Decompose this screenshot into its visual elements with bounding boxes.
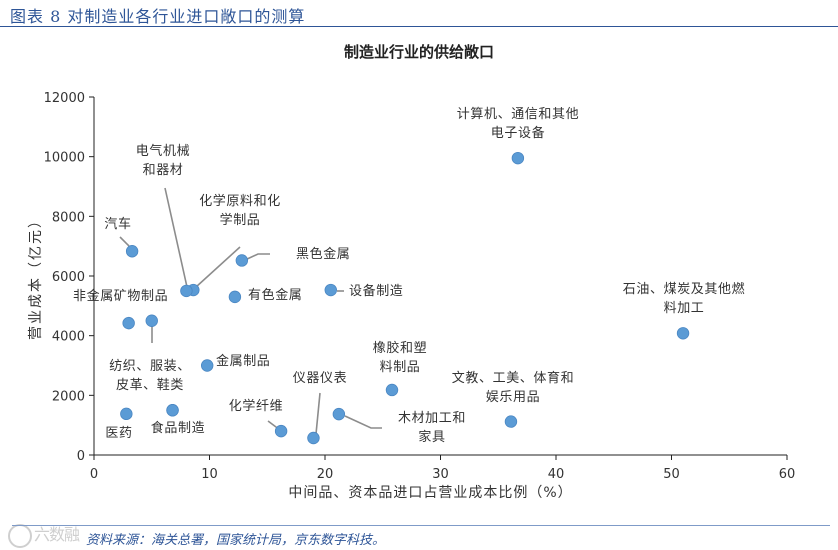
point-label: 化学纤维 xyxy=(229,398,283,414)
figure-header: 图表 8 对制造业各行业进口敞口的测算 xyxy=(0,0,838,28)
point-label: 石油、煤炭及其他燃 xyxy=(623,281,745,297)
y-tick-label: 0 xyxy=(77,449,85,464)
scatter-chart: 0 2000 4000 6000 8000 10000 12000 0 10 20 30 40 50 60… xyxy=(28,91,796,501)
x-tick-label: 50 xyxy=(663,467,680,482)
point-label: 电气机械 xyxy=(136,143,190,159)
data-point xyxy=(228,290,242,304)
data-point xyxy=(145,314,158,327)
point-label: 汽车 xyxy=(104,216,131,232)
data-point xyxy=(274,424,288,438)
leader-line xyxy=(244,253,270,261)
x-axis-label: 中间品、资本品进口占营业成本比例（%） xyxy=(288,485,572,501)
data-point xyxy=(166,404,179,417)
x-tick-label: 30 xyxy=(432,467,449,482)
y-tick-label: 8000 xyxy=(52,210,85,225)
point-label: 化学原料和化 xyxy=(199,193,281,209)
x-tick-label: 0 xyxy=(90,467,98,482)
y-tick-label: 4000 xyxy=(52,330,85,345)
header-rule xyxy=(0,26,838,27)
point-label: 黑色金属 xyxy=(296,246,350,262)
source-bar: 资料来源：海关总署，国家统计局，京东数字科技。 xyxy=(0,522,838,550)
point-label: 计算机、通信和其他 xyxy=(457,107,579,122)
point-label: 食品制造 xyxy=(151,420,205,436)
x-tick-label: 60 xyxy=(779,467,796,482)
source-note: 资料来源：海关总署，国家统计局，京东数字科技。 xyxy=(86,533,386,548)
point-label: 学制品 xyxy=(220,212,261,228)
data-point xyxy=(235,254,249,267)
x-tick-label: 10 xyxy=(201,467,218,482)
point-label: 电子设备 xyxy=(491,125,545,141)
point-label: 娱乐用品 xyxy=(486,390,540,405)
data-point xyxy=(200,359,214,372)
data-point xyxy=(504,415,518,428)
chart-title: 制造业行业的供给敞口 xyxy=(343,43,494,61)
y-axis-label: 营业成本（亿元） xyxy=(28,212,44,340)
leader-line xyxy=(164,187,188,288)
data-point xyxy=(180,284,193,298)
watermark-text: 六数融 xyxy=(34,525,80,544)
point-label: 橡胶和塑 xyxy=(373,340,427,356)
data-point xyxy=(332,407,346,421)
x-tick-label: 20 xyxy=(317,467,334,482)
point-label: 纺织、服装、 xyxy=(109,359,191,374)
watermark-logo-icon xyxy=(8,523,32,548)
point-label: 有色金属 xyxy=(248,287,302,303)
point-label: 家具 xyxy=(418,429,445,445)
y-tick-label: 10000 xyxy=(44,151,85,166)
data-point xyxy=(385,383,399,397)
point-label: 和器材 xyxy=(143,163,184,178)
y-tick-label: 6000 xyxy=(52,270,85,285)
data-point xyxy=(676,327,690,340)
watermark: 六数融 xyxy=(8,521,80,548)
data-point xyxy=(307,431,320,445)
leader-line xyxy=(119,236,130,247)
figure-caption: 图表 8 对制造业各行业进口敞口的测算 xyxy=(10,7,306,26)
y-tick-label: 2000 xyxy=(52,389,85,404)
point-label: 设备制造 xyxy=(349,283,403,299)
data-point xyxy=(120,407,133,421)
point-label: 仪器仪表 xyxy=(293,371,347,386)
point-label: 皮革、鞋类 xyxy=(116,377,184,393)
data-point xyxy=(122,316,135,330)
leader-line xyxy=(344,415,382,429)
point-label: 料制品 xyxy=(380,360,421,375)
data-point xyxy=(125,245,139,258)
source-rule xyxy=(12,525,830,526)
point-label: 金属制品 xyxy=(216,353,270,369)
data-point xyxy=(511,151,525,165)
y-tick-label: 12000 xyxy=(44,91,85,106)
point-label: 文教、工美、体育和 xyxy=(452,370,574,386)
point-label: 非金属矿物制品 xyxy=(73,288,168,304)
leader-line xyxy=(195,246,241,288)
leader-line xyxy=(315,392,321,435)
x-tick-label: 40 xyxy=(548,467,565,482)
data-point xyxy=(324,283,337,297)
point-label: 木材加工和 xyxy=(398,411,466,426)
point-label: 医药 xyxy=(105,426,132,441)
point-label: 料加工 xyxy=(664,301,705,316)
